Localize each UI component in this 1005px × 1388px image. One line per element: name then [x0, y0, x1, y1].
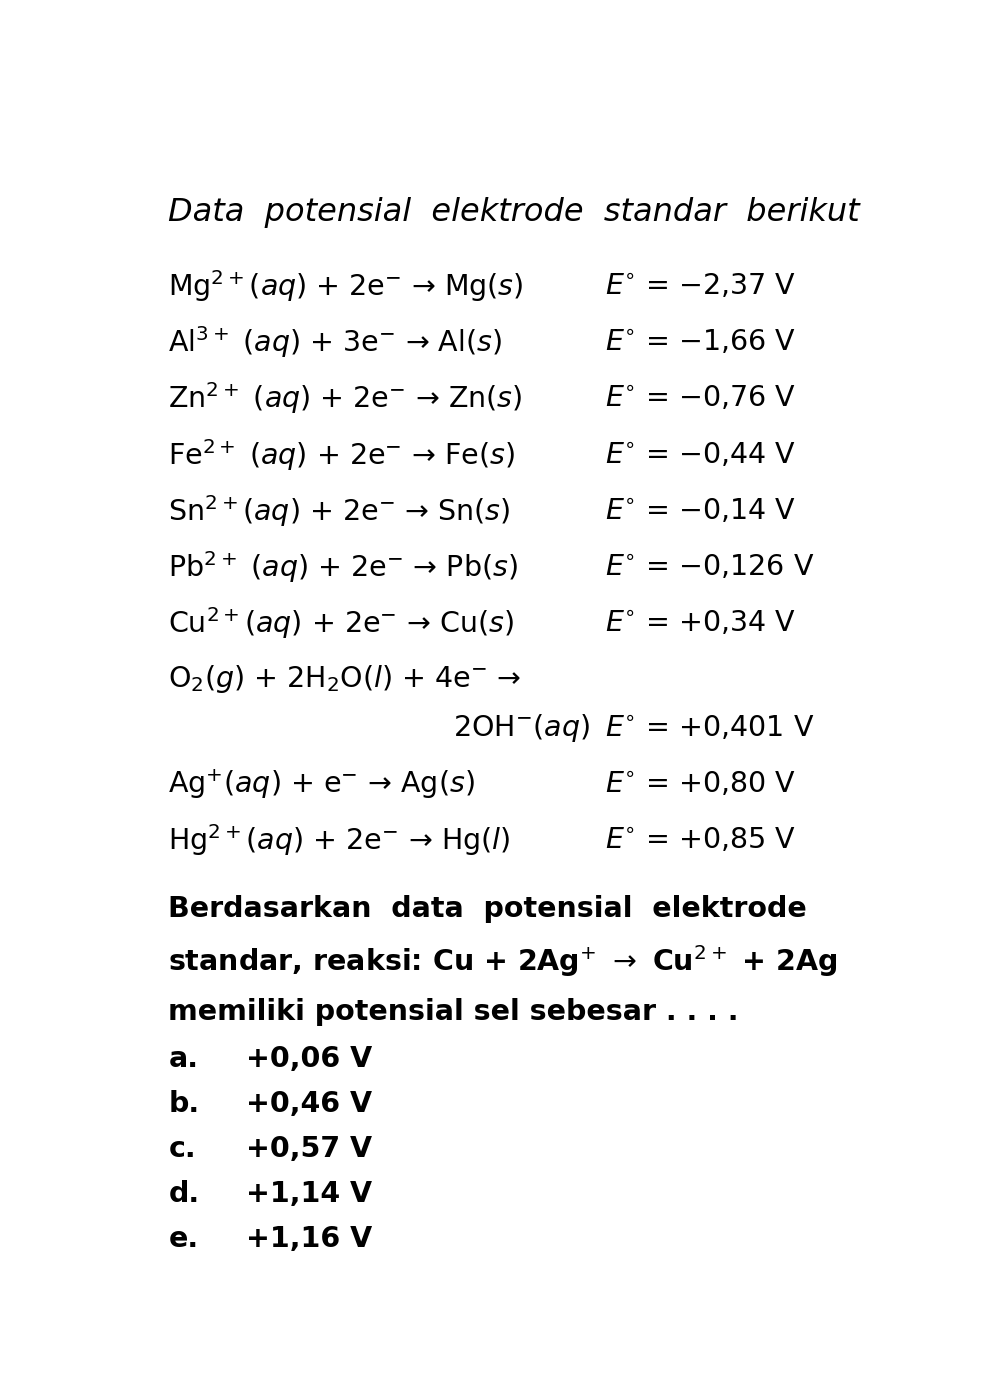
Text: +0,46 V: +0,46 V	[246, 1090, 372, 1117]
Text: $\it{E}$$^{\circ}$ = −2,37 V: $\it{E}$$^{\circ}$ = −2,37 V	[605, 272, 796, 300]
Text: +1,14 V: +1,14 V	[246, 1180, 372, 1208]
Text: standar, reaksi: Cu + 2Ag$^{+}$ $\rightarrow$ Cu$^{2+}$ + 2Ag: standar, reaksi: Cu + 2Ag$^{+}$ $\righta…	[169, 942, 837, 979]
Text: $\it{E}$$^{\circ}$ = +0,85 V: $\it{E}$$^{\circ}$ = +0,85 V	[605, 826, 796, 854]
Text: a.: a.	[169, 1045, 198, 1073]
Text: Data  potensial  elektrode  standar  berikut: Data potensial elektrode standar berikut	[169, 197, 860, 228]
Text: +0,06 V: +0,06 V	[246, 1045, 373, 1073]
Text: $\it{E}$$^{\circ}$ = +0,80 V: $\it{E}$$^{\circ}$ = +0,80 V	[605, 770, 796, 798]
Text: O$_{2}$($\it{g}$) + 2H$_{2}$O($\it{l}$) + 4e$^{-}$ →: O$_{2}$($\it{g}$) + 2H$_{2}$O($\it{l}$) …	[169, 663, 522, 695]
Text: +1,16 V: +1,16 V	[246, 1224, 373, 1252]
Text: $\it{E}$$^{\circ}$ = −0,126 V: $\it{E}$$^{\circ}$ = −0,126 V	[605, 552, 814, 580]
Text: Mg$^{2+}$($\it{aq}$) + 2e$^{-}$ → Mg($\it{s}$): Mg$^{2+}$($\it{aq}$) + 2e$^{-}$ → Mg($\i…	[169, 268, 524, 304]
Text: $\it{E}$$^{\circ}$ = −0,44 V: $\it{E}$$^{\circ}$ = −0,44 V	[605, 440, 796, 469]
Text: b.: b.	[169, 1090, 200, 1117]
Text: d.: d.	[169, 1180, 200, 1208]
Text: +0,57 V: +0,57 V	[246, 1135, 372, 1163]
Text: 2OH$^{-}$($\it{aq}$): 2OH$^{-}$($\it{aq}$)	[452, 712, 590, 744]
Text: $\it{E}$$^{\circ}$ = +0,34 V: $\it{E}$$^{\circ}$ = +0,34 V	[605, 609, 796, 637]
Text: Fe$^{2+}$ ($\it{aq}$) + 2e$^{-}$ → Fe($\it{s}$): Fe$^{2+}$ ($\it{aq}$) + 2e$^{-}$ → Fe($\…	[169, 437, 516, 472]
Text: Hg$^{2+}$($\it{aq}$) + 2e$^{-}$ → Hg($\it{l}$): Hg$^{2+}$($\it{aq}$) + 2e$^{-}$ → Hg($\i…	[169, 822, 511, 858]
Text: $\it{E}$$^{\circ}$ = −0,76 V: $\it{E}$$^{\circ}$ = −0,76 V	[605, 384, 796, 412]
Text: Zn$^{2+}$ ($\it{aq}$) + 2e$^{-}$ → Zn($\it{s}$): Zn$^{2+}$ ($\it{aq}$) + 2e$^{-}$ → Zn($\…	[169, 380, 523, 416]
Text: $\it{E}$$^{\circ}$ = +0,401 V: $\it{E}$$^{\circ}$ = +0,401 V	[605, 713, 814, 741]
Text: memiliki potensial sel sebesar . . . .: memiliki potensial sel sebesar . . . .	[169, 998, 739, 1026]
Text: Ag$^{+}$($\it{aq}$) + e$^{-}$ → Ag($\it{s}$): Ag$^{+}$($\it{aq}$) + e$^{-}$ → Ag($\it{…	[169, 766, 475, 801]
Text: $\it{E}$$^{\circ}$ = −0,14 V: $\it{E}$$^{\circ}$ = −0,14 V	[605, 497, 796, 525]
Text: Al$^{3+}$ ($\it{aq}$) + 3e$^{-}$ → Al($\it{s}$): Al$^{3+}$ ($\it{aq}$) + 3e$^{-}$ → Al($\…	[169, 325, 502, 361]
Text: Pb$^{2+}$ ($\it{aq}$) + 2e$^{-}$ → Pb($\it{s}$): Pb$^{2+}$ ($\it{aq}$) + 2e$^{-}$ → Pb($\…	[169, 548, 519, 584]
Text: Sn$^{2+}$($\it{aq}$) + 2e$^{-}$ → Sn($\it{s}$): Sn$^{2+}$($\it{aq}$) + 2e$^{-}$ → Sn($\i…	[169, 493, 511, 529]
Text: Berdasarkan  data  potensial  elektrode: Berdasarkan data potensial elektrode	[169, 895, 807, 923]
Text: c.: c.	[169, 1135, 196, 1163]
Text: $\it{E}$$^{\circ}$ = −1,66 V: $\it{E}$$^{\circ}$ = −1,66 V	[605, 329, 796, 357]
Text: e.: e.	[169, 1224, 199, 1252]
Text: Cu$^{2+}$($\it{aq}$) + 2e$^{-}$ → Cu($\it{s}$): Cu$^{2+}$($\it{aq}$) + 2e$^{-}$ → Cu($\i…	[169, 605, 515, 641]
